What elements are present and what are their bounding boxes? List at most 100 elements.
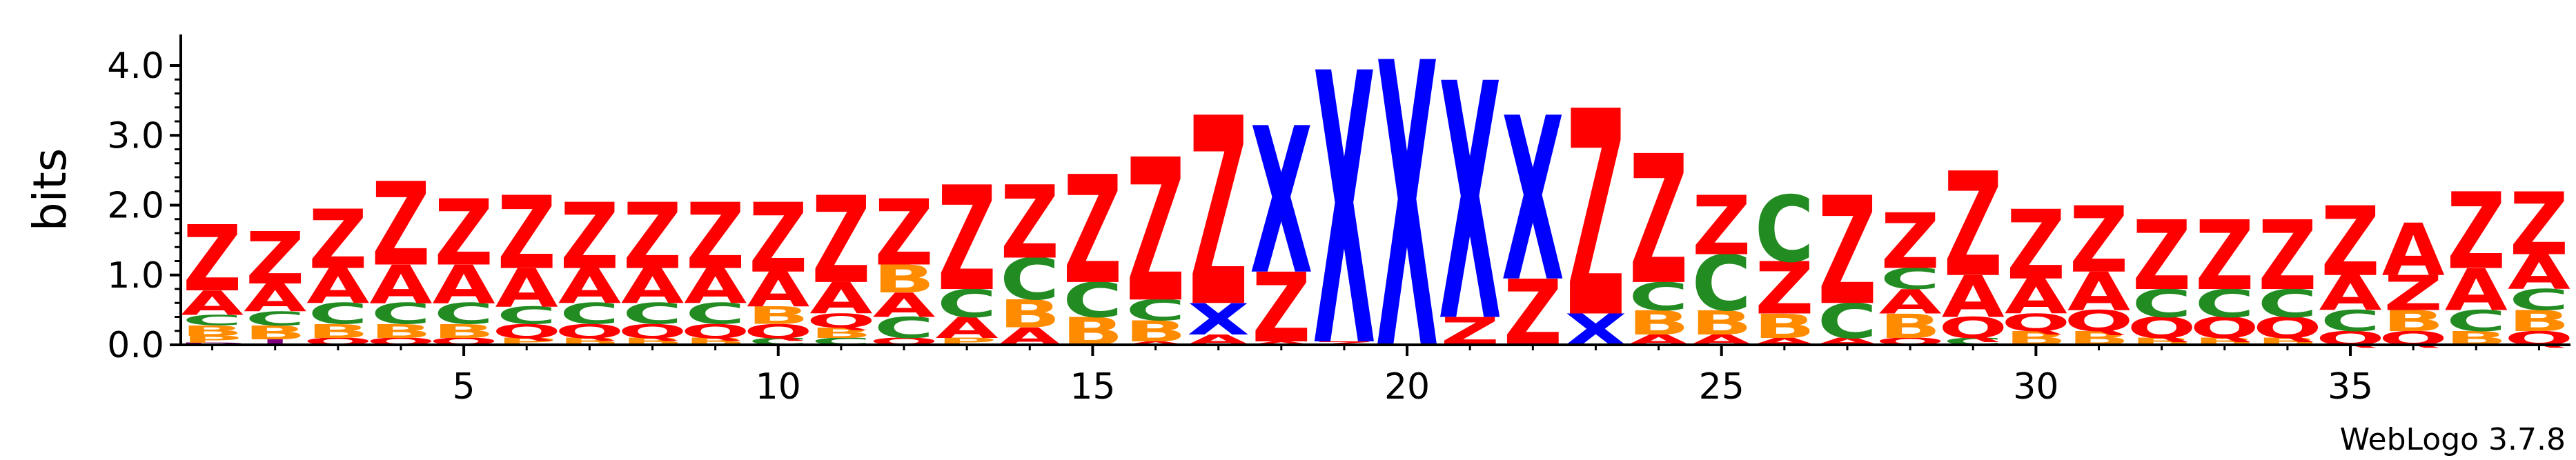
logo-glyph-pos35-A: A (2319, 266, 2381, 321)
logo-glyph-pos38-Z: Z (2510, 174, 2568, 274)
y-tick-label: 3.0 (107, 115, 164, 157)
logo-glyph-pos9-A: A (684, 259, 747, 314)
logo-glyph-pos28-C: C (1880, 262, 1940, 296)
logo-glyph-pos37-C: C (2446, 304, 2506, 338)
logo-glyph-pos36-Z: Z (2383, 266, 2442, 321)
logo-glyph-pos13-C: C (937, 281, 996, 326)
logo-glyph-pos2-C: C (246, 308, 305, 330)
logo-glyph-pos5-A: A (433, 254, 495, 315)
logo-glyph-pos32-Z: Z (2132, 201, 2191, 312)
logo-glyph-pos5-B: B (433, 321, 495, 343)
logo-glyph-pos33-C: C (2195, 281, 2254, 326)
x-tick-group: 5 10 15 20 25 30 35 (211, 345, 2540, 408)
logo-glyph-pos37-Z: Z (2447, 172, 2506, 294)
logo-glyph-pos24-C: C (1629, 274, 1688, 319)
logo-glyph-pos38-B: B (2508, 304, 2570, 338)
y-tick-group: 0.0 1.0 2.0 3.0 4.0 (107, 46, 181, 366)
logo-glyph-pos9-Q: Q (681, 321, 750, 343)
logo-glyph-pos20-X: X (1376, 0, 1439, 437)
logo-glyph-pos36-B: B (2382, 304, 2444, 338)
logo-glyph-pos13-A: A (936, 311, 999, 345)
x-tick-label: 35 (2328, 366, 2373, 408)
logo-glyph-pos11-Q: Q (807, 310, 876, 332)
logo-glyph-pos7-A: A (558, 259, 621, 314)
logo-glyph-pos30-Q: Q (2001, 309, 2070, 337)
logo-glyph-pos28-Z: Z (1880, 197, 1939, 286)
x-tick-label: 20 (1384, 366, 1430, 408)
logo-glyph-pos5-Z: Z (434, 181, 493, 286)
logo-glyph-pos10-Z: Z (749, 183, 807, 294)
logo-glyph-pos28-A: A (1879, 283, 1943, 322)
logo-glyph-pos26-Z: Z (1755, 248, 1813, 331)
logo-glyph-pos24-Z: Z (1629, 119, 1688, 324)
logo-glyph-pos30-Z: Z (2007, 191, 2065, 302)
logo-glyph-pos1-B: B (181, 323, 244, 339)
logo-glyph-pos25-B: B (1691, 303, 1753, 343)
logo-glyph-pos2-Z: Z (246, 217, 304, 301)
logo-glyph-pos6-Q: Q (492, 321, 561, 343)
logo-glyph-pos37-A: A (2445, 257, 2508, 324)
logo-glyph-pos16-A: A (1124, 341, 1188, 346)
logo-glyph-pos10-Q: Q (744, 321, 813, 343)
logo-glyph-pos16-Z: Z (1126, 119, 1185, 347)
logo-glyph-pos25-C: C (1692, 239, 1751, 328)
logo-glyph-pos4-A: A (369, 254, 432, 315)
logo-glyph-pos2-B: B (244, 322, 306, 344)
logo-glyph-pos35-Z: Z (2321, 188, 2379, 299)
y-tick-label: 4.0 (107, 46, 164, 87)
logo-glyph-pos29-Z: Z (1944, 142, 2003, 309)
logo-glyph-pos11-Z: Z (812, 170, 870, 310)
logo-glyph-pos4-C: C (371, 297, 431, 331)
y-tick-label: 1.0 (107, 255, 164, 297)
weblogo-credit: WebLogo 3.7.8 (2340, 422, 2566, 457)
logo-glyph-pos10-B: B (747, 302, 809, 330)
logo-glyph-pos16-B: B (1125, 314, 1187, 348)
logo-glyph-pos12-B: B (873, 257, 935, 302)
logo-glyph-pos7-C: C (560, 297, 619, 331)
logo-glyph-pos27-Z: Z (1818, 166, 1876, 339)
logo-glyph-pos12-Z: Z (874, 181, 933, 286)
axis-layer: 0.0 1.0 2.0 3.0 4.0 5 10 15 20 25 30 35 bits (23, 34, 2570, 408)
logo-glyph-pos6-Z: Z (498, 175, 556, 292)
logo-glyph-pos8-Q: Q (618, 321, 687, 343)
logo-glyph-pos8-A: A (621, 259, 684, 314)
logo-glyph-pos12-A: A (872, 286, 936, 326)
logo-glyph-pos28-B: B (1879, 307, 1941, 346)
logo-glyph-pos25-Z: Z (1692, 179, 1751, 273)
logo-glyph-pos29-Q: Q (1938, 311, 2007, 345)
logo-glyph-pos15-Z: Z (1063, 144, 1122, 317)
logo-glyph-pos14-Z: Z (1001, 165, 1059, 281)
logo-glyph-pos18-X: X (1250, 86, 1312, 319)
logo-glyph-pos3-C: C (308, 297, 368, 331)
logo-glyph-pos11-A: A (809, 274, 872, 323)
logo-glyph-pos33-Z: Z (2195, 201, 2254, 312)
logo-glyph-pos9-C: C (685, 297, 745, 331)
logo-glyph-pos36-A: A (2382, 209, 2445, 292)
logo-glyph-pos4-Z: Z (371, 158, 430, 292)
logo-glyph-pos14-C: C (1000, 246, 1059, 313)
logo-glyph-pos30-A: A (2005, 269, 2067, 325)
logo-glyph-pos23-Z: Z (1566, 52, 1625, 380)
logo-glyph-pos1-A: A (181, 284, 244, 323)
logo-glyph-pos10-A: A (747, 262, 809, 318)
logo-glyph-pos26-C: C (1755, 177, 1814, 283)
logo-glyph-pos14-B: B (999, 292, 1061, 337)
logo-glyph-pos31-Q: Q (2064, 304, 2133, 338)
logo-glyph-pos17-X: X (1187, 295, 1250, 345)
logo-glyph-pos35-C: C (2321, 304, 2380, 338)
logo-glyph-pos8-C: C (622, 297, 682, 331)
logo-glyph-pos8-Z: Z (623, 184, 682, 290)
logo-glyph-pos11-B: B (810, 325, 872, 341)
logo-glyph-pos34-Q: Q (2253, 311, 2322, 345)
logo-glyph-pos29-A: A (1942, 264, 2005, 331)
logo-glyph-pos2-A: A (244, 276, 306, 321)
logo-glyph-pos1-Z: Z (183, 207, 242, 312)
logo-glyph-pos1-P: P (182, 334, 242, 345)
logo-glyph-pos13-Z: Z (937, 156, 996, 323)
logo-glyph-pos22-X: X (1502, 70, 1564, 332)
logo-glyph-pos3-B: B (307, 321, 369, 343)
logo-glyph-pos15-C: C (1063, 272, 1122, 328)
logo-glyph-pos21-X: X (1439, 16, 1502, 394)
